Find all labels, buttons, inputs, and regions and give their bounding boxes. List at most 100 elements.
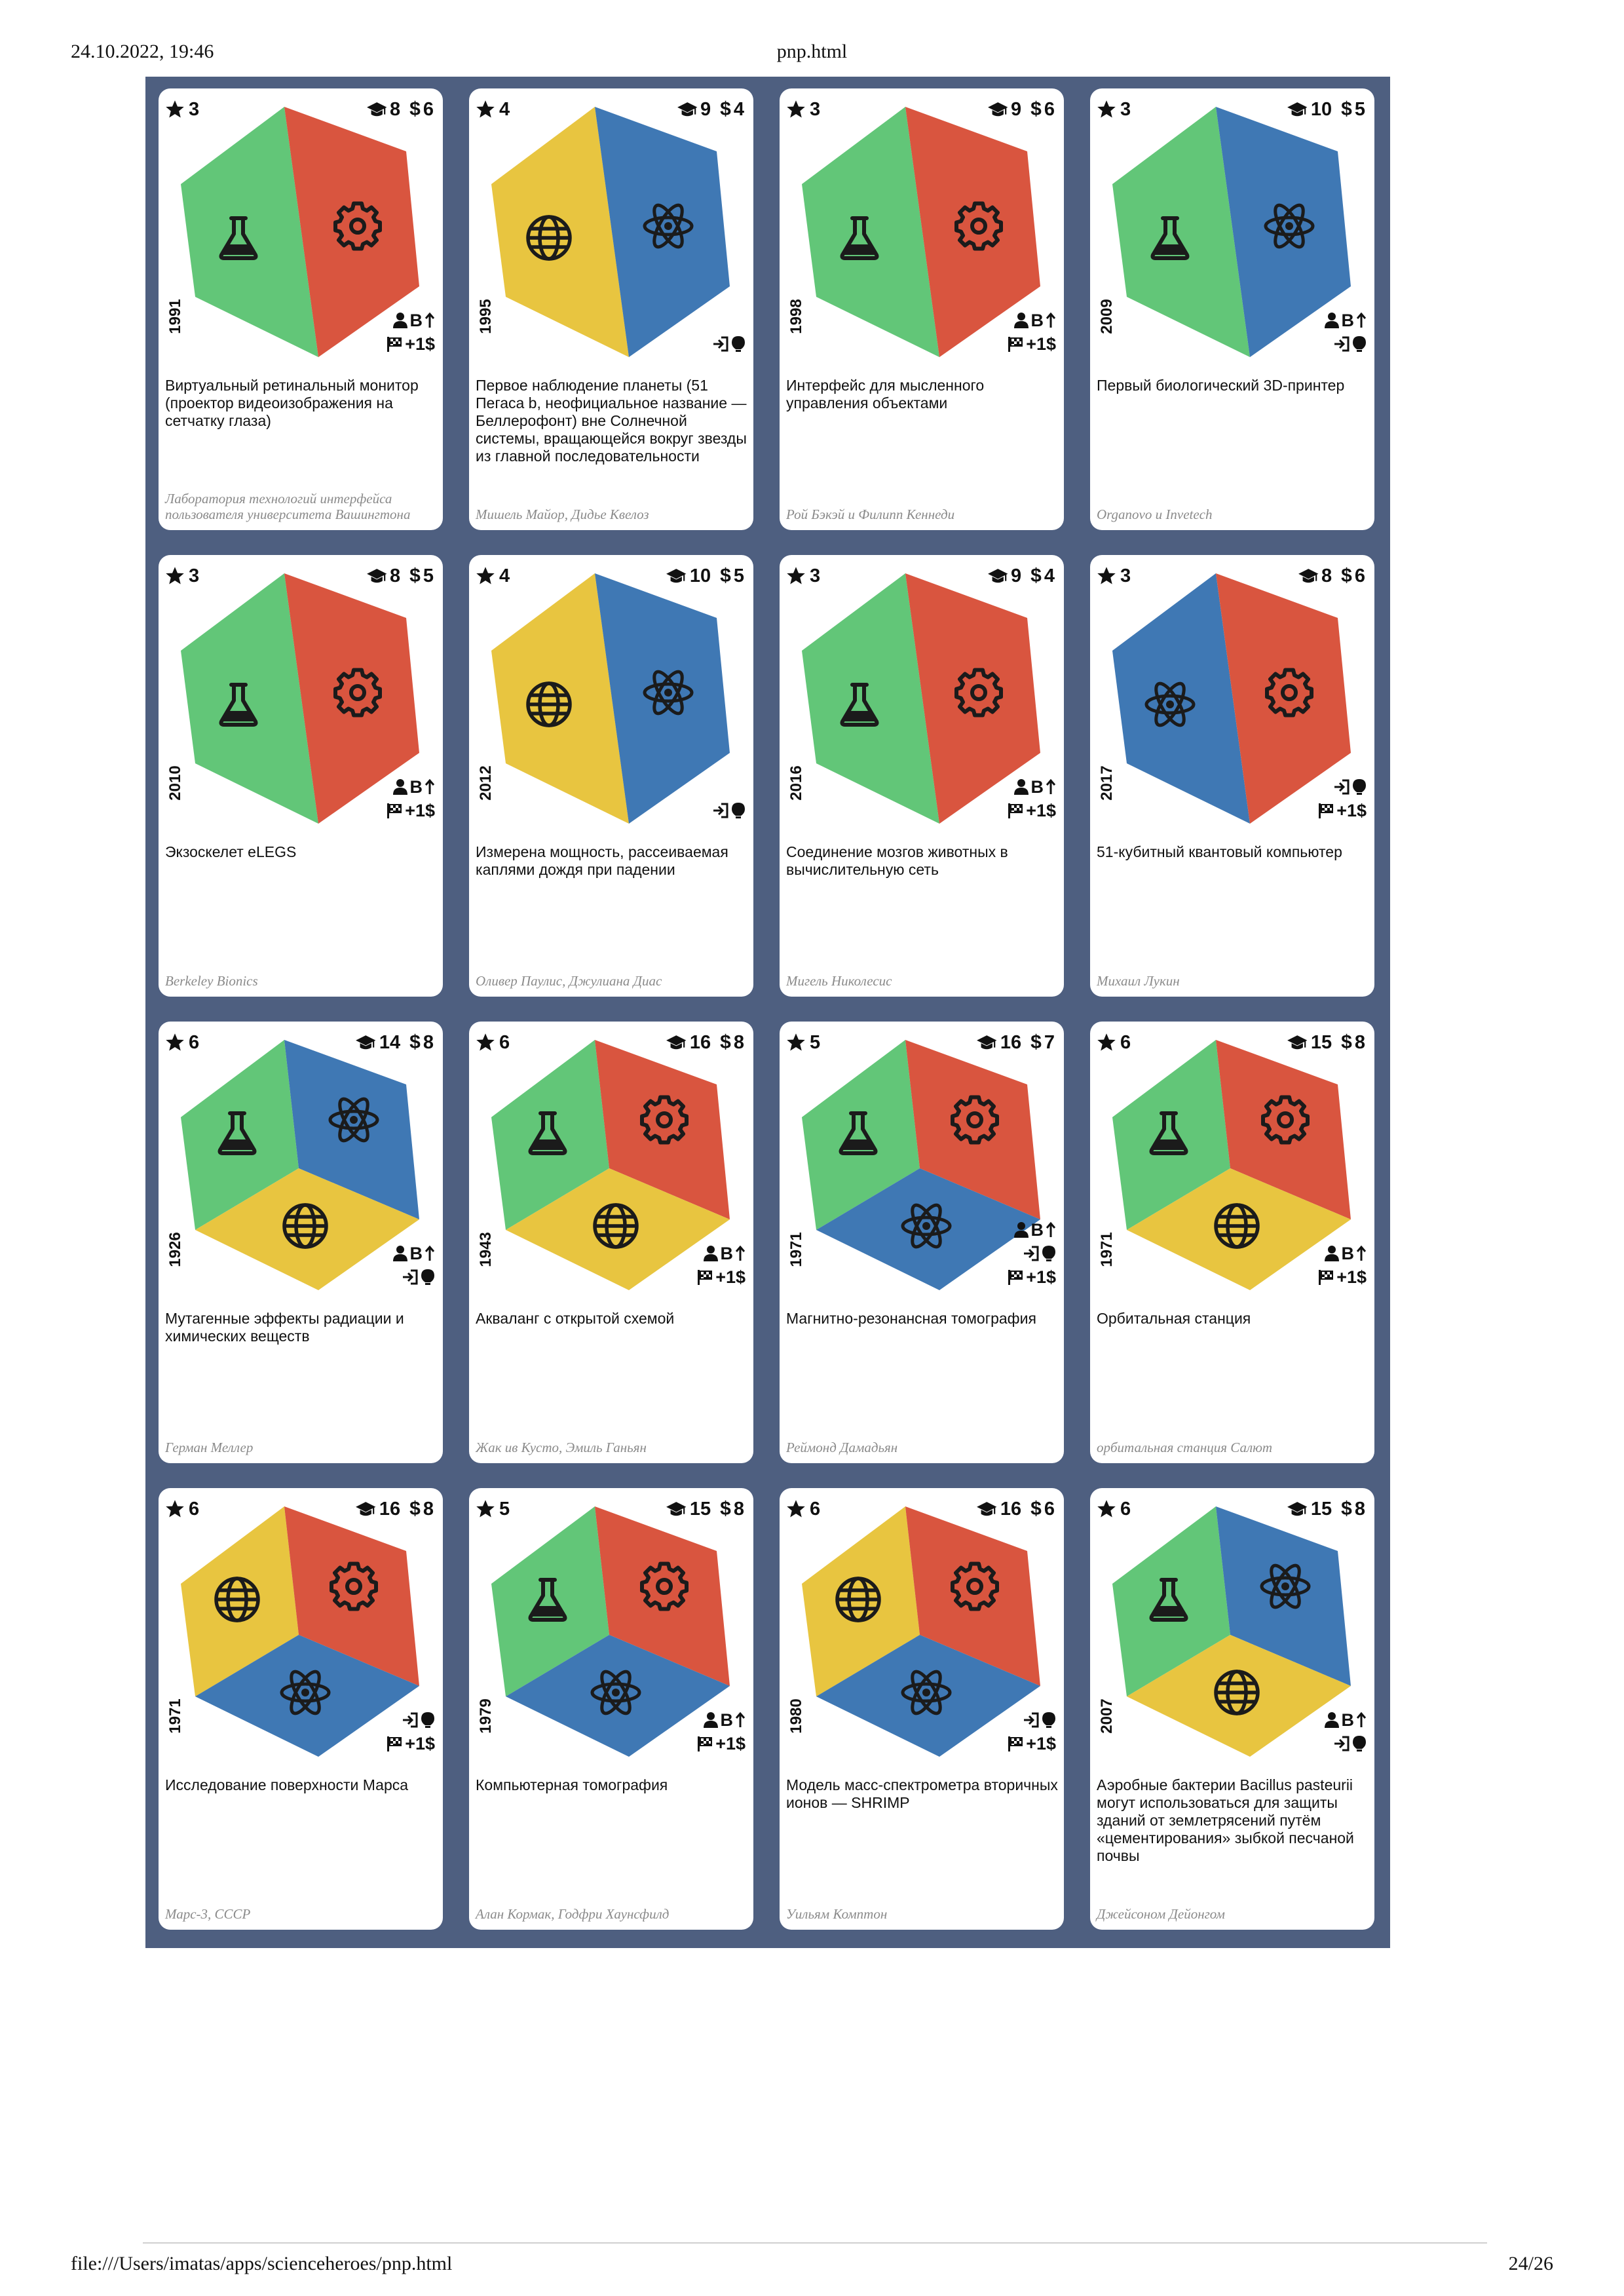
physics-discipline-icon (643, 670, 694, 716)
hex-face-left (1112, 107, 1250, 357)
finish-flag-icon (698, 1736, 713, 1751)
humanities-discipline-icon (835, 1577, 881, 1622)
engineering-discipline-icon (333, 201, 382, 251)
up-arrow-icon (1046, 1221, 1056, 1237)
science-discipline-icon (1149, 1578, 1188, 1622)
card-stars: 6 (165, 1497, 199, 1521)
effect-finish-money: +1$ (1007, 1733, 1056, 1754)
hex-face-bottom (1127, 1168, 1351, 1290)
card-stars: 6 (1097, 1497, 1131, 1521)
effect-finish-money: +1$ (1317, 1267, 1367, 1288)
star-icon (166, 1500, 184, 1518)
card-costs: 10 $5 (666, 564, 744, 588)
graduation-cap-icon (977, 1035, 997, 1050)
science-discipline-icon (840, 683, 879, 727)
card-author: Уильям Комптон (786, 1906, 888, 1922)
dollar-icon: $ (1341, 565, 1352, 586)
enter-arrow-icon (1024, 1712, 1039, 1728)
graduation-cap-icon (356, 1035, 376, 1050)
card-effects: B (1324, 1710, 1367, 1754)
lightbulb-icon (1353, 336, 1366, 352)
humanities-discipline-icon (593, 1203, 639, 1249)
dollar-icon: $ (1030, 1031, 1042, 1053)
graduation-cap-icon (666, 1035, 687, 1050)
cost-value: 5 (733, 565, 744, 586)
engineering-discipline-icon (1261, 1095, 1310, 1145)
up-arrow-icon (735, 1712, 746, 1727)
finish-flag-icon (1319, 803, 1334, 818)
science-card: 6 16 $8 1943 B +1$ Акваланг с открытой схемой Ж… (469, 1022, 753, 1463)
discipline-hexagon (181, 573, 419, 824)
lightbulb-icon (1353, 779, 1366, 795)
science-card: 3 10 $5 2009 B Первый биологический 3D-принте… (1090, 88, 1374, 530)
hex-face-left (491, 107, 629, 357)
science-card: 6 16 $8 1971 +1$ Исследование поверхности Мар… (159, 1488, 443, 1930)
card-effects: B +1$ (1007, 1219, 1056, 1288)
card-effects: +1$ (1007, 1710, 1056, 1754)
effect-enter-idea (1023, 1710, 1056, 1731)
star-icon (1097, 1033, 1116, 1051)
star-icon (476, 1033, 495, 1051)
discipline-hexagon (1112, 107, 1351, 357)
dollar-icon: $ (1341, 98, 1352, 120)
card-year: 1971 (166, 1698, 184, 1734)
engineering-discipline-icon (1265, 668, 1313, 718)
card-costs: 8 $6 (1298, 564, 1365, 588)
star-icon (787, 1500, 805, 1518)
star-icon (476, 100, 495, 118)
card-stars: 3 (165, 564, 199, 588)
physics-discipline-icon (1264, 203, 1315, 249)
physics-discipline-icon (1144, 681, 1196, 727)
education-value: 9 (1011, 565, 1022, 586)
enter-arrow-icon (713, 336, 728, 352)
card-stars: 6 (476, 1031, 510, 1054)
card-costs: 16 $7 (976, 1031, 1055, 1054)
humanities-discipline-icon (526, 215, 572, 261)
cost-value: 6 (1044, 1498, 1055, 1520)
hex-face-left (802, 573, 939, 824)
science-card: 3 8 $6 1991 B +1$ Виртуальный ретинальный мони… (159, 88, 443, 530)
person-icon (703, 1246, 718, 1261)
hex-face-bottom (195, 1168, 419, 1290)
hex-face-bottom (1127, 1635, 1351, 1757)
science-card: 3 8 $6 2017 +1$ 51-кубитный квантовый компьют… (1090, 555, 1374, 997)
card-author: Алан Кормак, Годфри Хаунсфилд (476, 1906, 670, 1922)
science-discipline-icon (840, 216, 879, 260)
hex-face-upper-left (181, 1506, 299, 1696)
card-title: Аэробные бактерии Bacillus pasteurii мог… (1097, 1776, 1354, 1864)
science-card: 5 16 $7 1971 B +1$ Магнитно-резонансная томогр… (780, 1022, 1064, 1463)
card-author: Михаил Лукин (1097, 973, 1180, 989)
print-datetime: 24.10.2022, 19:46 (71, 41, 214, 62)
card-year: 2016 (787, 765, 805, 801)
hex-face-left (181, 573, 318, 824)
physics-discipline-icon (901, 1670, 952, 1715)
lightbulb-icon (732, 803, 745, 818)
card-stars: 3 (786, 98, 820, 121)
discipline-hexagon (181, 1040, 419, 1290)
star-icon (476, 567, 495, 584)
card-costs: 16 $8 (666, 1031, 744, 1054)
star-icon (787, 567, 805, 584)
card-author: Мигель Николесис (786, 973, 892, 989)
graduation-cap-icon (1287, 102, 1308, 117)
card-costs: 8 $6 (366, 98, 434, 121)
science-discipline-icon (217, 1111, 257, 1155)
card-costs: 9 $4 (987, 564, 1055, 588)
discipline-hexagon (802, 107, 1040, 357)
card-year: 1971 (787, 1232, 805, 1267)
card-effects: B +1$ (1007, 776, 1056, 821)
effect-enter-idea (1333, 1733, 1367, 1754)
card-author: Organovo и Invetech (1097, 507, 1213, 522)
stars-value: 6 (189, 1498, 200, 1520)
card-title: Интерфейс для мысленного управления объе… (786, 377, 985, 411)
hex-face-upper-left (491, 1506, 609, 1696)
physics-discipline-icon (280, 1670, 331, 1715)
up-arrow-icon (1356, 1245, 1367, 1261)
star-icon (1097, 1500, 1116, 1518)
card-stars: 6 (786, 1497, 820, 1521)
hex-face-upper-left (1112, 1506, 1230, 1696)
up-arrow-icon (425, 778, 435, 794)
up-arrow-icon (1356, 312, 1367, 328)
enter-arrow-icon (403, 1269, 418, 1285)
finish-flag-icon (698, 1270, 713, 1285)
